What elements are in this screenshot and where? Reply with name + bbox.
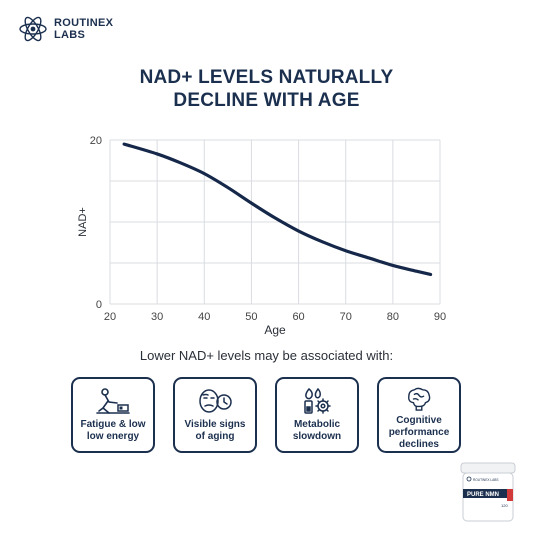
brand-logo: ROUTINEX LABS [18,14,113,44]
card-fatigue-line-2: low energy [86,431,140,442]
effects-card-row: Fatigue & low low energy Visible signs o… [71,377,471,455]
chart-series [122,142,433,277]
card-aging-label: Visible signs of aging [185,419,246,443]
fatigue-icon [96,388,130,414]
x-tick-label-60: 60 [292,311,304,323]
title-line-2: DECLINE WITH AGE [173,90,360,111]
x-tick-label-50: 50 [245,311,257,323]
y-tick-label-20: 20 [90,135,102,147]
brand-line-1: ROUTINEX [54,17,114,29]
brand-name: ROUTINEX LABS [54,17,113,41]
y-axis-label: NAD+ [77,207,89,237]
card-cognitive-label: Cognitive performance declines [389,415,450,451]
product-name: PURE NMN [467,492,499,498]
product-count: 120 [501,503,508,508]
title-line-1: NAD+ LEVELS NATURALLY [139,67,394,88]
card-fatigue-label: Fatigue & low low energy [81,419,146,443]
x-tick-label-30: 30 [151,311,163,323]
brain-icon [408,387,431,411]
card-aging: Visible signs of aging [173,377,257,453]
card-metabolic-line-2: slowdown [292,431,342,442]
x-axis-label: Age [264,323,286,337]
product-jar-image: ROUTINEX LABS PURE NMN 120 [460,462,516,522]
brand-line-2: LABS [54,29,86,41]
card-metabolic-line-1: Metabolic [293,419,341,430]
y-tick-label-0: 0 [96,299,102,311]
x-tick-label-40: 40 [198,311,210,323]
atom-logo-icon [19,16,47,42]
page-title: NAD+ LEVELS NATURALLY DECLINE WITH AGE [0,66,533,112]
card-cognitive-line-2: performance [388,427,450,438]
x-tick-label-90: 90 [434,311,446,323]
card-metabolic: Metabolic slowdown [275,377,359,453]
card-aging-line-2: of aging [195,431,235,442]
nad-decline-line [122,142,433,277]
card-fatigue-line-1: Fatigue & low [80,419,146,430]
card-cognitive: Cognitive performance declines [377,377,461,453]
x-tick-label-20: 20 [104,311,116,323]
x-tick-label-70: 70 [340,311,352,323]
card-aging-line-1: Visible signs [184,419,246,430]
card-cognitive-line-1: Cognitive [396,415,442,426]
product-brand: ROUTINEX LABS [473,478,499,482]
card-metabolic-label: Metabolic slowdown [293,419,341,443]
metabolism-icon [304,387,331,414]
card-cognitive-line-3: declines [398,439,439,450]
card-fatigue: Fatigue & low low energy [71,377,155,453]
chart-grid [109,139,441,305]
aging-face-icon [199,389,232,413]
association-caption: Lower NAD+ levels may be associated with… [139,348,394,363]
x-tick-label-80: 80 [387,311,399,323]
